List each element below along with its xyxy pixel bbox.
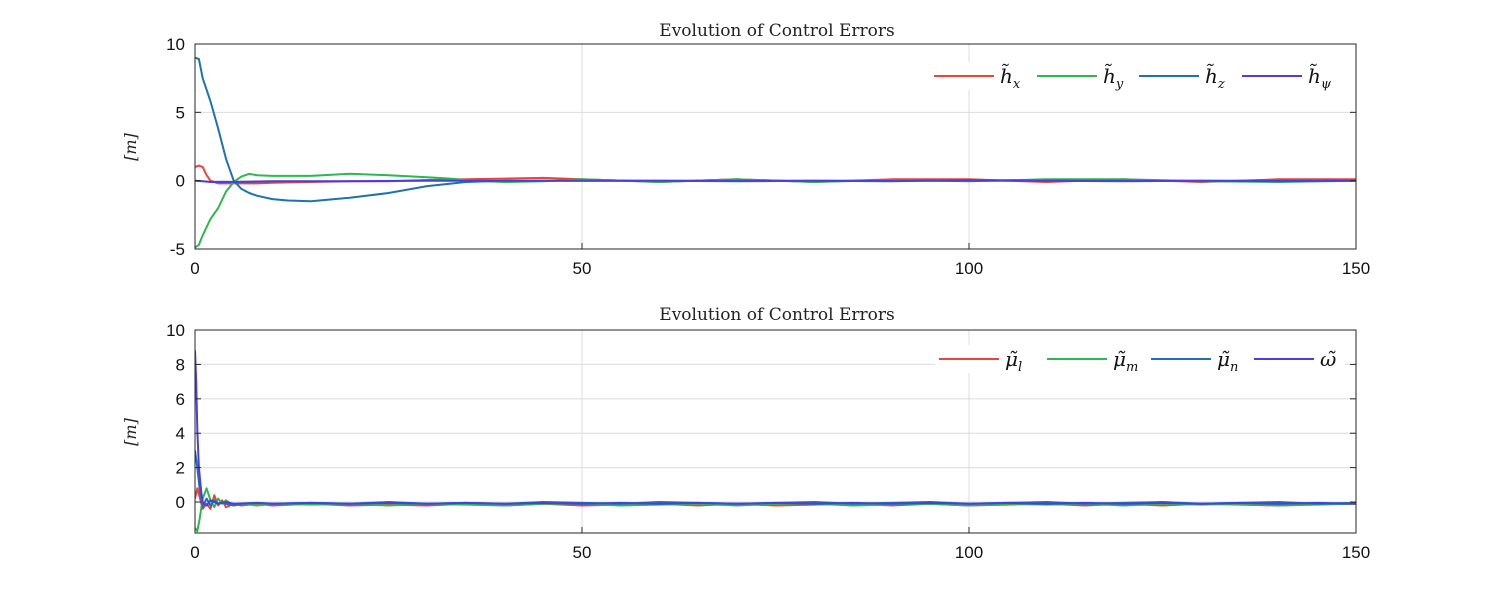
top-plot-legend: h̃x h̃y h̃z h̃ψ xyxy=(930,62,1345,92)
bottom-plot-legend: μ̃l μ̃m μ̃n ω̃ xyxy=(935,345,1345,375)
top-plot-series-line-4 xyxy=(195,179,1356,183)
bottom-plot-x-tick-label: 150 xyxy=(1342,543,1370,562)
bottom-plot-ylabel: [m] xyxy=(121,417,140,445)
top-plot-series-group xyxy=(195,56,1356,249)
bottom-plot-y-tick-label: 8 xyxy=(176,355,185,374)
top-plot-title: Evolution of Control Errors xyxy=(659,21,894,41)
bottom-plot-axes-frame xyxy=(194,329,1357,534)
top-plot-y-tick-label: 10 xyxy=(166,35,185,54)
bottom-plot-x-tick-label: 0 xyxy=(190,543,199,562)
bottom-plot-x-tick-label: 50 xyxy=(573,543,592,562)
bottom-plot-y-tick-label: 2 xyxy=(176,459,185,478)
bottom-plot-legend-label-1: μ̃l xyxy=(1005,347,1022,375)
top-plot-x-tick-label: 0 xyxy=(190,259,199,278)
bottom-plot-series-line-4 xyxy=(195,350,1356,507)
bottom-plot: Evolution of Control Errors [m] 0 50 100 15… xyxy=(121,305,1370,562)
top-plot-x-tick-label: 100 xyxy=(955,259,983,278)
bottom-plot-y-tick-label: 4 xyxy=(176,424,185,443)
top-plot-y-tick-label: 0 xyxy=(176,172,185,191)
top-plot-y-tick-label: 5 xyxy=(176,103,185,122)
bottom-plot-y-tick-label: 0 xyxy=(176,493,185,512)
bottom-plot-y-tick-label: 10 xyxy=(166,321,185,340)
bottom-plot-series-group xyxy=(195,350,1356,533)
top-plot-y-tick-label: -5 xyxy=(170,240,185,259)
bottom-plot-x-tick-label: 100 xyxy=(955,543,983,562)
top-plot: Evolution of Control Errors [m] 0 50 100 15… xyxy=(121,21,1370,278)
top-plot-axes-frame xyxy=(194,43,1357,250)
bottom-plot-legend-label-4: ω̃ xyxy=(1320,347,1336,371)
bottom-plot-y-tick-label: 6 xyxy=(176,390,185,409)
bottom-plot-title: Evolution of Control Errors xyxy=(659,305,894,325)
top-plot-ylabel: [m] xyxy=(121,132,140,160)
top-plot-x-tick-label: 150 xyxy=(1342,259,1370,278)
top-plot-x-tick-label: 50 xyxy=(573,259,592,278)
